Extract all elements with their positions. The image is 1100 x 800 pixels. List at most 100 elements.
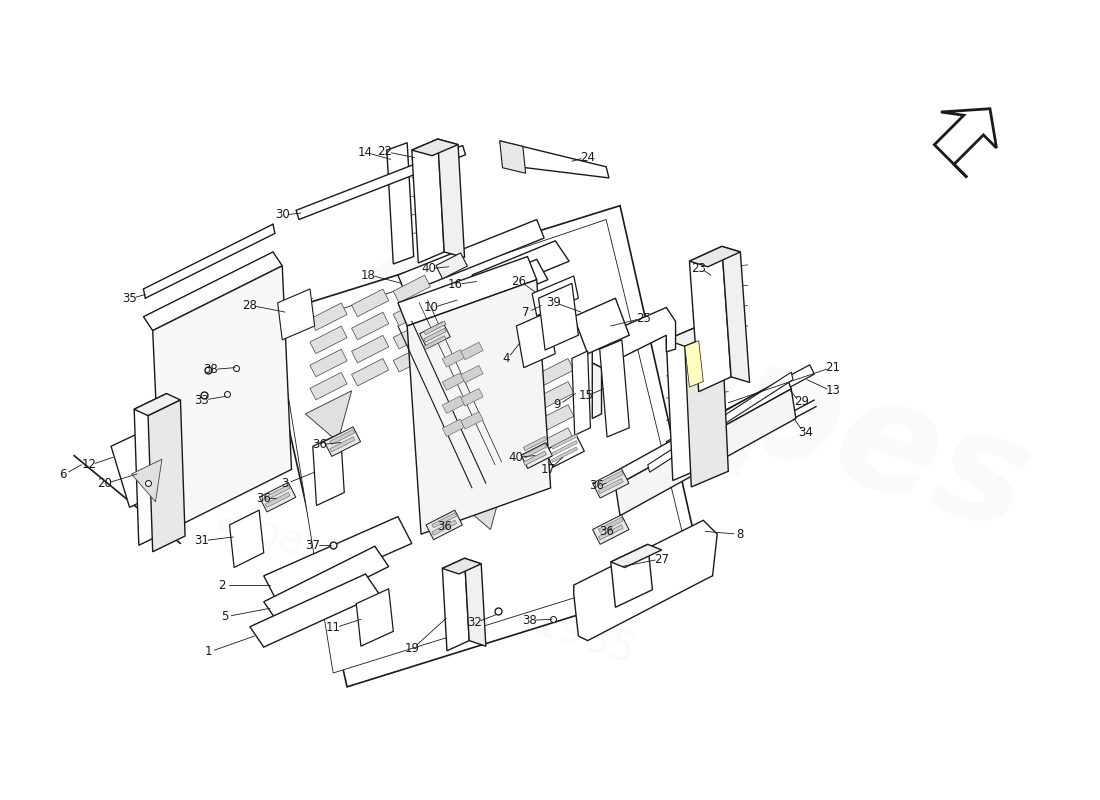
Polygon shape — [310, 372, 348, 400]
Polygon shape — [310, 303, 348, 330]
Text: 40: 40 — [421, 262, 436, 275]
Text: 20: 20 — [97, 477, 112, 490]
Polygon shape — [461, 342, 483, 360]
Polygon shape — [432, 520, 456, 535]
Text: 1: 1 — [205, 646, 212, 658]
Polygon shape — [499, 141, 609, 178]
Polygon shape — [264, 546, 388, 622]
Polygon shape — [411, 139, 458, 156]
Polygon shape — [387, 142, 414, 264]
Polygon shape — [524, 436, 547, 450]
Text: 4: 4 — [503, 352, 510, 365]
Polygon shape — [407, 280, 551, 534]
Polygon shape — [312, 434, 344, 506]
Polygon shape — [610, 544, 662, 567]
Text: a passion since 1985: a passion since 1985 — [211, 498, 640, 673]
Polygon shape — [393, 322, 430, 349]
Polygon shape — [296, 146, 465, 219]
Polygon shape — [393, 298, 430, 326]
Polygon shape — [458, 478, 505, 530]
Polygon shape — [610, 544, 652, 607]
Polygon shape — [356, 589, 394, 646]
Polygon shape — [131, 459, 162, 502]
Polygon shape — [610, 377, 791, 486]
Polygon shape — [461, 389, 483, 406]
Polygon shape — [442, 558, 470, 650]
Polygon shape — [438, 139, 464, 258]
Polygon shape — [537, 428, 574, 455]
Polygon shape — [598, 471, 624, 486]
Polygon shape — [685, 330, 728, 487]
Polygon shape — [134, 394, 172, 546]
Text: 2: 2 — [219, 578, 225, 591]
Polygon shape — [306, 390, 352, 442]
Polygon shape — [277, 219, 690, 673]
Polygon shape — [265, 493, 290, 507]
Text: 36: 36 — [590, 478, 604, 492]
Polygon shape — [442, 419, 464, 437]
Polygon shape — [592, 307, 675, 368]
Polygon shape — [453, 410, 491, 437]
Polygon shape — [593, 514, 629, 544]
Text: 9: 9 — [553, 398, 561, 411]
Text: 35: 35 — [122, 292, 136, 305]
Text: 3: 3 — [282, 477, 288, 490]
Text: 21: 21 — [825, 361, 840, 374]
Text: europes: europes — [340, 208, 1048, 565]
Polygon shape — [574, 520, 717, 641]
Polygon shape — [453, 433, 491, 460]
Text: 13: 13 — [825, 384, 840, 398]
Polygon shape — [352, 335, 388, 363]
Text: 5: 5 — [221, 610, 229, 623]
Polygon shape — [495, 395, 532, 423]
Polygon shape — [424, 328, 447, 342]
Polygon shape — [516, 312, 556, 368]
Text: 29: 29 — [794, 395, 808, 408]
Text: 30: 30 — [275, 209, 289, 222]
Text: 37: 37 — [306, 538, 320, 552]
Polygon shape — [598, 518, 624, 533]
Text: 36: 36 — [256, 491, 272, 505]
Polygon shape — [277, 289, 315, 340]
Text: 33: 33 — [195, 394, 209, 406]
Polygon shape — [598, 478, 624, 494]
Polygon shape — [532, 276, 579, 316]
Polygon shape — [472, 241, 569, 295]
Text: 38: 38 — [522, 614, 537, 626]
Polygon shape — [524, 444, 547, 458]
Text: 32: 32 — [468, 616, 482, 629]
Polygon shape — [310, 350, 348, 377]
Polygon shape — [572, 351, 591, 435]
Text: 34: 34 — [798, 426, 813, 439]
Polygon shape — [393, 345, 430, 372]
Text: 17: 17 — [540, 463, 556, 476]
Text: 22: 22 — [377, 146, 393, 158]
Polygon shape — [598, 525, 624, 540]
Polygon shape — [461, 366, 483, 383]
Text: 40: 40 — [508, 451, 522, 464]
Polygon shape — [592, 363, 602, 418]
Polygon shape — [310, 326, 348, 354]
Polygon shape — [537, 405, 574, 432]
Text: 36: 36 — [311, 438, 327, 451]
Polygon shape — [424, 336, 447, 350]
Polygon shape — [398, 219, 544, 294]
Polygon shape — [432, 513, 456, 528]
Polygon shape — [264, 206, 703, 687]
Polygon shape — [667, 324, 710, 481]
Text: 36: 36 — [600, 525, 615, 538]
Polygon shape — [153, 266, 292, 534]
Polygon shape — [453, 456, 491, 483]
Polygon shape — [615, 389, 796, 516]
Text: 15: 15 — [579, 389, 593, 402]
Polygon shape — [424, 321, 447, 334]
Text: 25: 25 — [636, 312, 650, 325]
Text: 7: 7 — [521, 306, 529, 318]
Text: 19: 19 — [405, 642, 419, 654]
Polygon shape — [393, 275, 430, 302]
Polygon shape — [442, 396, 464, 414]
Text: 8: 8 — [737, 528, 744, 541]
Text: 11: 11 — [326, 621, 341, 634]
Text: 39: 39 — [546, 296, 561, 310]
Text: 24: 24 — [580, 151, 595, 164]
